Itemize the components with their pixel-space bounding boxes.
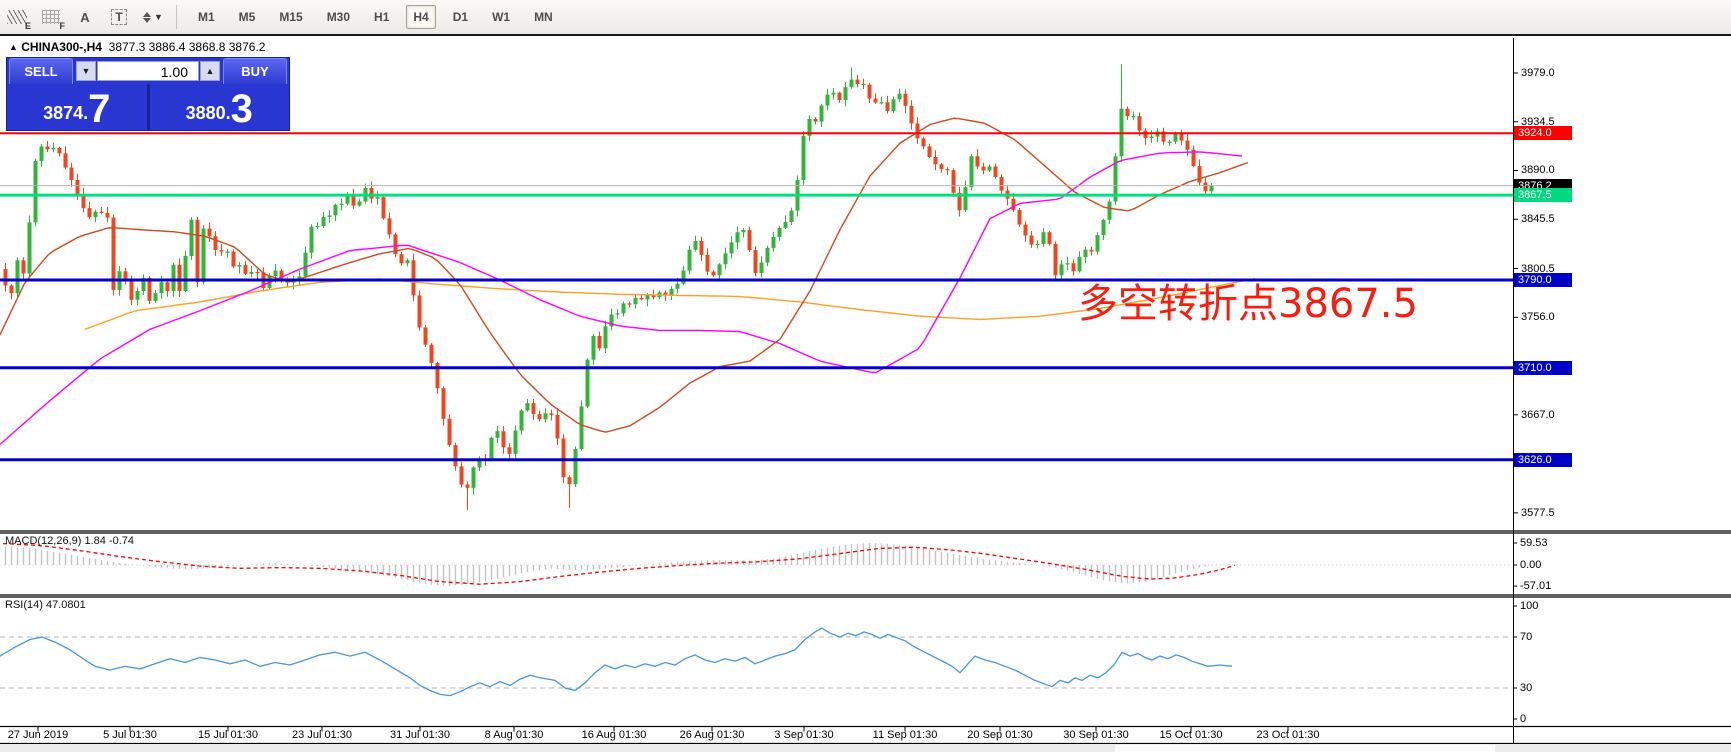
price-badge: 3867.5: [1514, 188, 1572, 203]
timeframe-buttons: M1 M5 M15 M30 H1 H4 D1 W1 MN: [186, 5, 565, 29]
window-bottom-strip: [0, 744, 1731, 752]
date-axis-label: 20 Sep 01:30: [967, 729, 1033, 741]
ohlc-values: 3877.3 3886.4 3868.8 3876.2: [108, 40, 266, 54]
price-badge: 3790.0: [1514, 273, 1572, 288]
rsi-axis-tick: 70: [1520, 631, 1533, 643]
timeframe-button-mn[interactable]: MN: [534, 10, 553, 24]
rsi-pane: [0, 627, 1513, 697]
buy-price-base: 3880: [185, 103, 226, 123]
date-axis-label: 30 Sep 01:30: [1063, 729, 1129, 741]
macd-pane: [0, 542, 1513, 586]
buy-button[interactable]: BUY: [223, 58, 287, 84]
grid-f-icon[interactable]: F: [38, 6, 65, 31]
macd-axis-tick: -57.01: [1520, 580, 1552, 593]
buy-price[interactable]: 3880. 3: [185, 87, 253, 131]
price-axis-tick: 3756.0: [1521, 311, 1555, 324]
timeframe-button-m15[interactable]: M15: [279, 10, 303, 24]
date-axis-label: 15 Oct 01:30: [1159, 729, 1223, 741]
timeframe-button-d1[interactable]: D1: [452, 10, 469, 24]
price-badge: 3710.0: [1514, 360, 1572, 375]
chart-title: ▲ CHINA300-,H4 3877.3 3886.4 3868.8 3876…: [9, 40, 265, 54]
timeframe-button-w1[interactable]: W1: [492, 10, 511, 24]
price-annotation-text: 多空转折点3867.5: [1078, 281, 1418, 327]
volume-control: ▼ 1.00 ▲: [73, 58, 223, 84]
price-axis-tick: 3667.0: [1521, 408, 1555, 421]
price-badge: 3626.0: [1514, 452, 1572, 467]
price-axis-tick: 3890.0: [1521, 164, 1555, 177]
main-toolbar: E F A T ▼ M1 M5 M15 M30 H1 H4 D1 W1 MN: [0, 0, 1731, 36]
macd-axis-tick: 0.00: [1520, 559, 1542, 571]
status-segment: [1115, 745, 1495, 752]
date-axis-label: 27 Jun 2019: [7, 729, 69, 741]
macd-values: 1.84 -0.74: [84, 535, 135, 547]
macd-axis-tick: 59.53: [1520, 536, 1548, 549]
volume-increase-button[interactable]: ▲: [200, 61, 220, 81]
one-click-trading-panel: SELL ▼ 1.00 ▲ BUY 3874. 7 3880. 3: [6, 57, 290, 131]
date-axis-label: 3 Sep 01:30: [774, 729, 834, 741]
price-divider: [146, 84, 150, 130]
rsi-axis-tick: 30: [1520, 682, 1533, 694]
price-axis-tick: 3800.5: [1521, 262, 1555, 275]
date-axis-label: 11 Sep 01:30: [872, 729, 938, 741]
sell-price[interactable]: 3874. 7: [43, 87, 111, 131]
date-axis-label: 15 Jul 01:30: [198, 729, 258, 741]
toolbar-separator: [176, 5, 177, 29]
price-axis-tick: 3577.5: [1521, 506, 1555, 519]
font-icon[interactable]: A: [80, 9, 90, 25]
crosshatch-e-icon[interactable]: E: [4, 6, 31, 31]
timeframe-button-m5[interactable]: M5: [238, 10, 256, 24]
date-axis-label: 26 Aug 01:30: [679, 729, 745, 741]
sell-price-big-digit: 7: [88, 87, 111, 131]
date-axis-label: 16 Aug 01:30: [581, 729, 647, 741]
arrows-dropdown-icon[interactable]: ▼: [140, 6, 166, 28]
timeframe-button-h4[interactable]: H4: [406, 5, 436, 29]
collapse-triangle-icon[interactable]: ▲: [9, 42, 18, 52]
date-axis-label: 31 Jul 01:30: [390, 729, 450, 741]
sell-button[interactable]: SELL: [9, 58, 73, 84]
date-axis-label: 5 Jul 01:30: [103, 729, 157, 741]
price-axis-tick: 3845.5: [1521, 213, 1555, 226]
price-pane: [0, 64, 1513, 511]
sell-price-base: 3874: [43, 103, 84, 123]
price-axis-tick: 3934.5: [1521, 115, 1555, 128]
timeframe-button-m1[interactable]: M1: [198, 10, 215, 24]
price-badge: 3924.0: [1514, 126, 1572, 141]
textbox-icon[interactable]: T: [106, 6, 132, 28]
volume-decrease-button[interactable]: ▼: [76, 61, 96, 81]
volume-input[interactable]: 1.00: [97, 61, 199, 81]
buy-price-big-digit: 3: [230, 87, 253, 131]
date-axis-label: 23 Jul 01:30: [292, 729, 352, 741]
rsi-axis-tick: 0: [1520, 713, 1527, 725]
timeframe-button-m30[interactable]: M30: [326, 10, 351, 24]
price-axis-tick: 3979.0: [1521, 67, 1555, 79]
timeframe-button-h1[interactable]: H1: [374, 10, 390, 24]
rsi-value: 47.0801: [45, 599, 86, 611]
toolbar-icons: E F A T ▼: [0, 6, 170, 31]
date-axis-label: 8 Aug 01:30: [484, 729, 544, 741]
date-axis-label: 23 Oct 01:30: [1256, 729, 1320, 741]
macd-label: MACD(12,26,9) 1.84 -0.74: [5, 535, 135, 547]
symbol-name: CHINA300-,H4: [21, 40, 102, 54]
rsi-label: RSI(14) 47.0801: [5, 599, 86, 611]
rsi-axis-tick: 100: [1520, 600, 1539, 612]
